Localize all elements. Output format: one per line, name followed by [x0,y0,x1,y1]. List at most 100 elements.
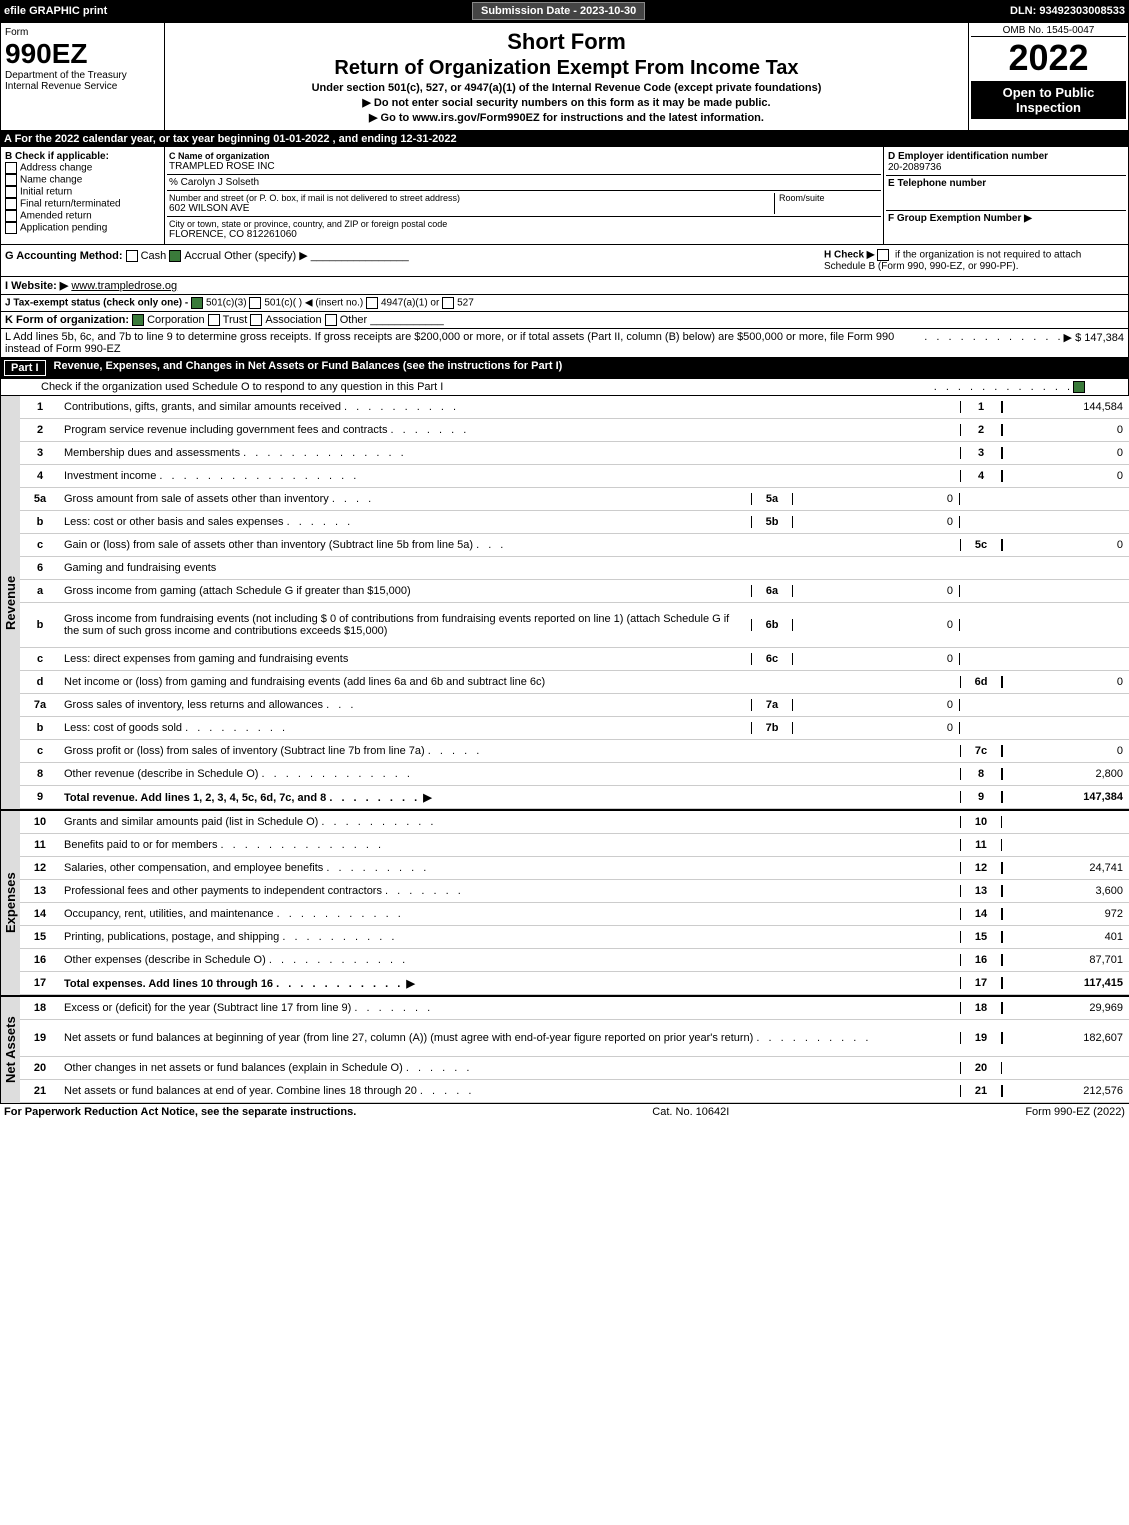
b-final: Final return/terminated [5,198,160,210]
line-7a: 7aGross sales of inventory, less returns… [20,694,1129,717]
room-label: Room/suite [774,193,879,214]
line-6a: aGross income from gaming (attach Schedu… [20,580,1129,603]
check-address[interactable] [5,162,17,174]
line-18: 18Excess or (deficit) for the year (Subt… [20,997,1129,1020]
b-init: Initial return [5,186,160,198]
expenses-section: Expenses 10Grants and similar amounts pa… [0,809,1129,995]
line-6b: bGross income from fundraising events (n… [20,603,1129,648]
line-2: 2Program service revenue including gover… [20,419,1129,442]
check-h[interactable] [877,249,889,261]
street-label: Number and street (or P. O. box, if mail… [169,193,774,203]
line-3: 3Membership dues and assessments . . . .… [20,442,1129,465]
check-pending[interactable] [5,222,17,234]
check-4947[interactable] [366,297,378,309]
line-7b: bLess: cost of goods sold . . . . . . . … [20,717,1129,740]
efile-header: efile GRAPHIC print Submission Date - 20… [0,0,1129,22]
c-name-label: C Name of organization [169,151,879,161]
city: FLORENCE, CO 812261060 [169,229,879,240]
line-15: 15Printing, publications, postage, and s… [20,926,1129,949]
info-grid: B Check if applicable: Address change Na… [0,147,1129,245]
note-link: ▶ Go to www.irs.gov/Form990EZ for instru… [171,111,962,124]
check-other[interactable] [325,314,337,326]
g-label: G Accounting Method: [5,250,123,262]
subtitle: Under section 501(c), 527, or 4947(a)(1)… [171,82,962,94]
line-8: 8Other revenue (describe in Schedule O) … [20,763,1129,786]
check-cash[interactable] [126,250,138,262]
line-6: 6Gaming and fundraising events [20,557,1129,580]
l-amount: ▶ $ 147,384 [1064,331,1124,355]
f-label: F Group Exemption Number ▶ [888,213,1124,224]
line-10: 10Grants and similar amounts paid (list … [20,811,1129,834]
row-gh: G Accounting Method: Cash Accrual Other … [0,245,1129,277]
street: 602 WILSON AVE [169,203,774,214]
h-label: H Check ▶ [824,250,874,261]
city-label: City or town, state or province, country… [169,219,879,229]
section-def: D Employer identification number 20-2089… [883,147,1128,244]
irs-label: Internal Revenue Service [5,81,160,92]
j-label: J Tax-exempt status (check only one) - [5,298,188,309]
section-a-year: A For the 2022 calendar year, or tax yea… [0,131,1129,147]
line-14: 14Occupancy, rent, utilities, and mainte… [20,903,1129,926]
form-right-block: OMB No. 1545-0047 2022 Open to Public In… [968,23,1128,130]
submission-date: Submission Date - 2023-10-30 [472,2,645,20]
check-initial[interactable] [5,186,17,198]
footer-right: Form 990-EZ (2022) [1025,1106,1125,1118]
check-amended[interactable] [5,210,17,222]
row-l: L Add lines 5b, 6c, and 7b to line 9 to … [0,329,1129,358]
line-4: 4Investment income . . . . . . . . . . .… [20,465,1129,488]
section-c: C Name of organization TRAMPLED ROSE INC… [165,147,883,244]
expenses-label: Expenses [0,811,20,995]
line-5c: cGain or (loss) from sale of assets othe… [20,534,1129,557]
footer-left: For Paperwork Reduction Act Notice, see … [4,1106,356,1118]
check-501c3[interactable] [191,297,203,309]
e-label: E Telephone number [888,178,1124,189]
b-pend: Application pending [5,222,160,234]
i-label: I Website: ▶ [5,280,68,292]
line-6c: cLess: direct expenses from gaming and f… [20,648,1129,671]
care-of: % Carolyn J Solseth [167,175,881,191]
row-k: K Form of organization: Corporation Trus… [0,312,1129,329]
b-addr: Address change [5,162,160,174]
ein: 20-2089736 [888,162,1124,173]
netassets-label: Net Assets [0,997,20,1103]
efile-label: efile GRAPHIC print [4,5,107,17]
check-527[interactable] [442,297,454,309]
form-number: 990EZ [5,38,160,70]
check-501c[interactable] [249,297,261,309]
footer-mid: Cat. No. 10642I [652,1106,729,1118]
part1-check-text: Check if the organization used Schedule … [41,381,934,393]
line-13: 13Professional fees and other payments t… [20,880,1129,903]
line-7c: cGross profit or (loss) from sales of in… [20,740,1129,763]
netassets-section: Net Assets 18Excess or (deficit) for the… [0,995,1129,1103]
check-corp[interactable] [132,314,144,326]
b-amend: Amended return [5,210,160,222]
tax-year: 2022 [971,37,1126,79]
check-name[interactable] [5,174,17,186]
line-1: 1Contributions, gifts, grants, and simil… [20,396,1129,419]
check-assoc[interactable] [250,314,262,326]
check-trust[interactable] [208,314,220,326]
part1-header: Part I Revenue, Expenses, and Changes in… [0,358,1129,378]
check-final[interactable] [5,198,17,210]
line-17: 17Total expenses. Add lines 10 through 1… [20,972,1129,995]
check-accrual[interactable] [169,250,181,262]
part1-title: Revenue, Expenses, and Changes in Net As… [54,360,563,376]
line-5b: bLess: cost or other basis and sales exp… [20,511,1129,534]
line-16: 16Other expenses (describe in Schedule O… [20,949,1129,972]
section-b: B Check if applicable: Address change Na… [1,147,165,244]
b-label: B Check if applicable: [5,151,160,162]
d-label: D Employer identification number [888,151,1124,162]
row-i: I Website: ▶ www.trampledrose.og [0,277,1129,295]
main-title: Return of Organization Exempt From Incom… [171,57,962,80]
line-5a: 5aGross amount from sale of assets other… [20,488,1129,511]
revenue-label: Revenue [0,396,20,809]
dln: DLN: 93492303008533 [1010,5,1125,17]
k-label: K Form of organization: [5,314,129,326]
website[interactable]: www.trampledrose.og [71,280,177,292]
note-ssn: ▶ Do not enter social security numbers o… [171,96,962,109]
line-12: 12Salaries, other compensation, and empl… [20,857,1129,880]
check-schedule-o[interactable] [1073,381,1085,393]
line-21: 21Net assets or fund balances at end of … [20,1080,1129,1103]
line-19: 19Net assets or fund balances at beginni… [20,1020,1129,1057]
line-11: 11Benefits paid to or for members . . . … [20,834,1129,857]
